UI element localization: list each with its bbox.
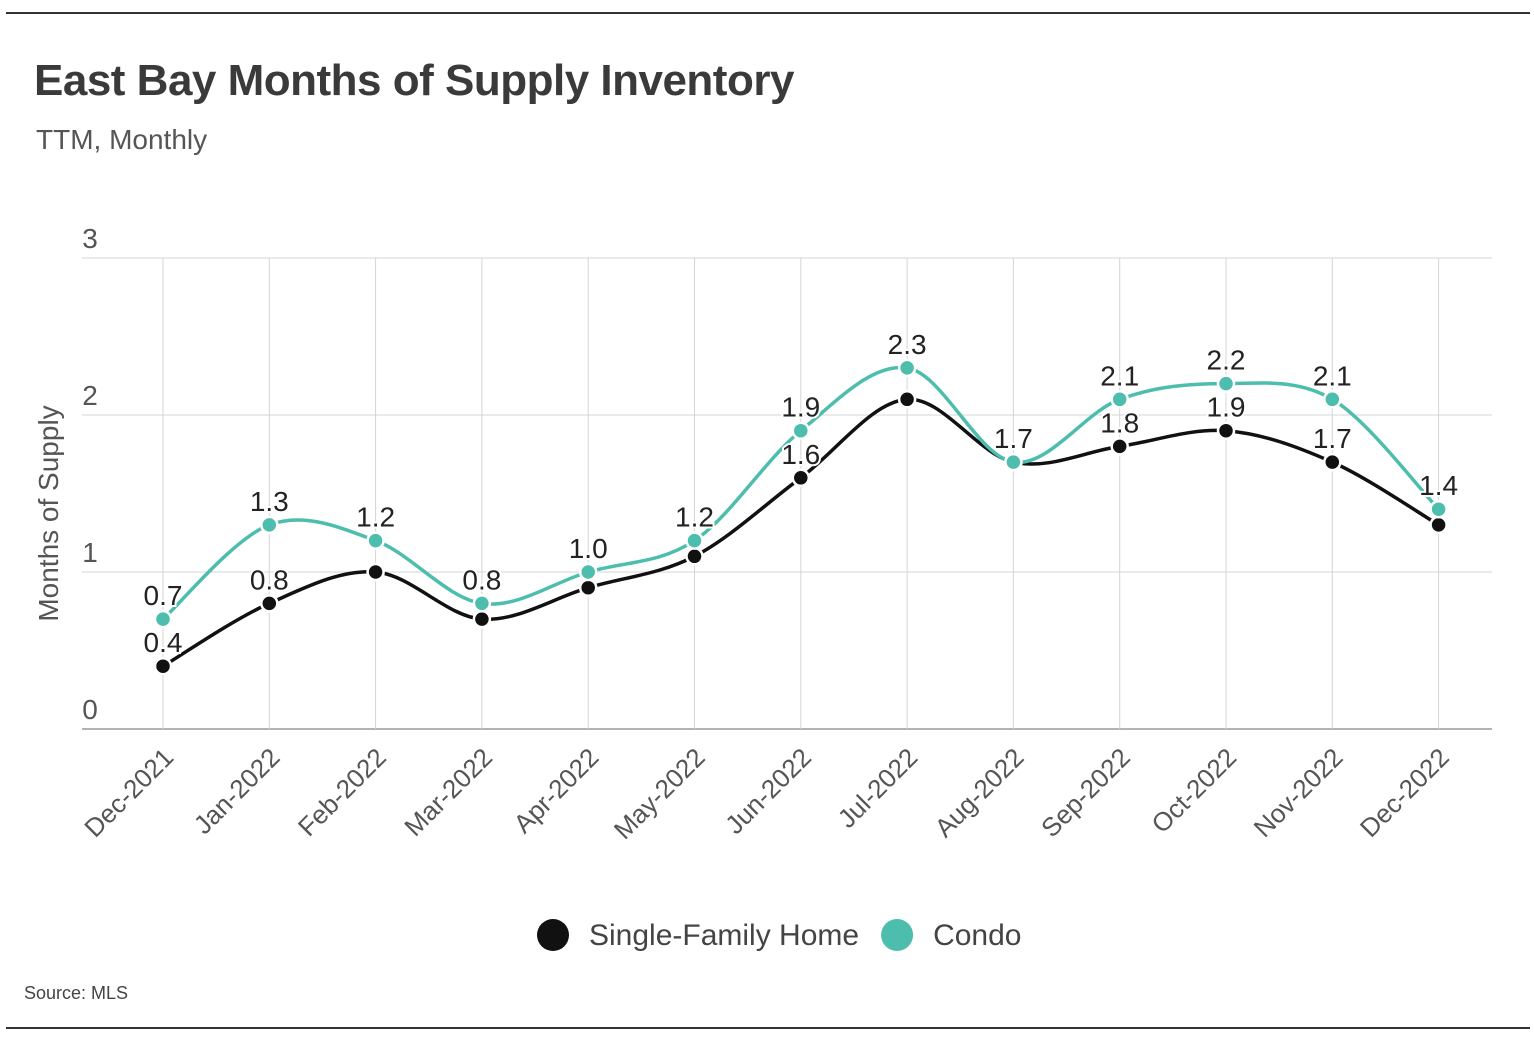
data-point-1 [366, 531, 385, 550]
data-point-1 [791, 421, 811, 440]
data-point-0 [1323, 452, 1342, 472]
x-tick-label: Mar-2022 [398, 742, 498, 842]
data-point-1 [1323, 390, 1342, 409]
y-tick-label: 2 [82, 380, 98, 411]
x-tick-label: Aug-2022 [929, 742, 1030, 843]
data-point-1 [1216, 374, 1236, 393]
data-label-1: 0.8 [462, 564, 501, 595]
x-tick-label: Dec-2021 [78, 742, 179, 843]
x-tick-label: Jul-2022 [832, 742, 924, 834]
axis-layer: 0 1 2 3 Dec-2021 Jan-2022 Feb-2022 Mar-2022 Apr-… [33, 223, 1455, 845]
data-point-0 [791, 468, 811, 488]
y-axis-title: Months of Supply [33, 405, 64, 621]
data-point-0 [1110, 437, 1129, 456]
data-label-1: 2.3 [888, 329, 927, 360]
data-label-1: 2.1 [1100, 360, 1139, 391]
x-tick-label: Feb-2022 [292, 742, 392, 842]
data-point-0 [153, 656, 173, 676]
data-point-1 [897, 358, 917, 378]
data-point-1 [1004, 452, 1023, 472]
data-point-1 [685, 531, 704, 550]
data-point-0 [366, 562, 385, 582]
chart-subtitle: TTM, Monthly [36, 124, 208, 155]
x-tick-label: Jan-2022 [188, 742, 286, 840]
data-label-1: 1.0 [569, 533, 608, 564]
x-tick-label: Nov-2022 [1248, 742, 1349, 843]
source-note: Source: MLS [24, 983, 129, 1003]
x-tick-label: Oct-2022 [1145, 742, 1242, 839]
data-label-1: 2.2 [1207, 345, 1246, 376]
x-tick-label: Jun-2022 [719, 742, 817, 840]
x-tick-label: May-2022 [608, 742, 711, 845]
data-point-1 [153, 609, 173, 629]
chart-title: East Bay Months of Supply Inventory [34, 56, 794, 105]
grid-layer [82, 257, 1492, 730]
series-layer [153, 358, 1448, 676]
data-label-1: 1.2 [675, 502, 714, 533]
y-tick-label: 0 [82, 694, 98, 725]
data-label-1: 2.1 [1313, 360, 1352, 391]
legend-marker-0 [537, 919, 569, 951]
data-label-0: 0.4 [144, 627, 183, 658]
y-tick-label: 3 [82, 223, 98, 254]
data-label-1: 1.9 [781, 392, 820, 423]
data-point-1 [1429, 499, 1448, 519]
legend: Single-Family Home Condo [537, 919, 1021, 952]
data-label-layer: 0.4 0.8 1.6 1.8 1.9 1.7 0.7 1.3 1.2 0.8 1.0 1.2 1.9 2… [142, 327, 1461, 660]
data-point-0 [472, 609, 492, 629]
data-label-0: 1.8 [1100, 407, 1139, 438]
data-point-0 [1216, 421, 1236, 440]
x-tick-label: Sep-2022 [1035, 742, 1136, 843]
data-label-1: 1.4 [1419, 470, 1458, 501]
data-point-1 [472, 594, 492, 613]
legend-label-1: Condo [933, 919, 1021, 952]
data-label-1: 1.3 [250, 486, 289, 517]
data-point-0 [1429, 515, 1448, 535]
data-point-1 [578, 562, 598, 582]
data-label-1: 1.2 [356, 502, 395, 533]
data-point-1 [1110, 390, 1129, 409]
data-label-1: 0.7 [144, 580, 183, 611]
data-label-0: 0.8 [250, 564, 289, 595]
data-label-0: 1.6 [781, 439, 820, 470]
x-tick-label: Apr-2022 [508, 742, 605, 839]
data-point-0 [685, 547, 704, 566]
data-point-1 [260, 515, 279, 535]
bottom-rule [6, 1027, 1530, 1029]
data-point-0 [897, 390, 917, 409]
data-point-0 [260, 594, 279, 613]
data-label-0: 1.9 [1207, 392, 1246, 423]
data-label-1: 1.7 [994, 423, 1033, 454]
x-tick-label: Dec-2022 [1354, 742, 1455, 843]
data-point-0 [578, 578, 598, 597]
legend-marker-1 [881, 919, 914, 951]
legend-label-0: Single-Family Home [589, 919, 859, 952]
data-label-0: 1.7 [1313, 423, 1352, 454]
y-tick-label: 1 [82, 537, 98, 568]
top-rule [6, 12, 1530, 14]
